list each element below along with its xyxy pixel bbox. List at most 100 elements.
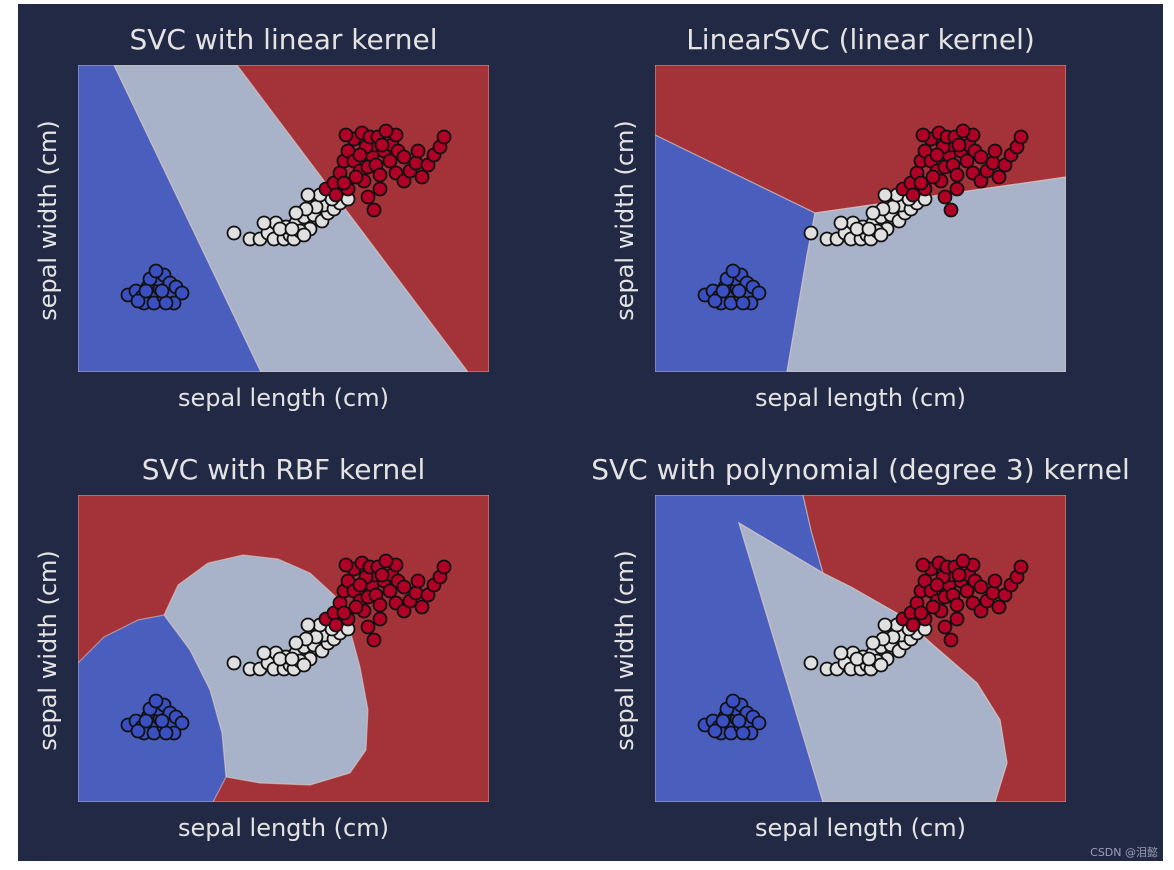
class-2-point — [955, 123, 971, 139]
class-2-point — [951, 567, 967, 583]
figure: SVC with linear kernel sepal length (cm) s… — [18, 4, 1163, 861]
class-1-point — [288, 205, 304, 221]
class-1-point — [288, 635, 304, 651]
class-1-point — [272, 221, 288, 237]
class-1-point — [865, 205, 881, 221]
class-1-point — [300, 617, 316, 633]
class-0-point — [731, 713, 747, 729]
class-2-point — [937, 189, 953, 205]
class-0-point — [174, 285, 190, 301]
class-0-point — [154, 283, 170, 299]
class-2-point — [366, 202, 382, 218]
class-2-point — [378, 553, 394, 569]
class-2-point — [949, 611, 965, 627]
watermark: CSDN @泪懿 — [1090, 846, 1158, 859]
y-axis-label: sepal width (cm) — [34, 120, 62, 321]
class-2-point — [328, 187, 344, 203]
class-2-point — [985, 585, 1001, 601]
class-2-point — [959, 583, 975, 599]
class-2-point — [929, 577, 945, 593]
class-1-point — [803, 225, 819, 241]
y-axis-label: sepal width (cm) — [611, 550, 639, 751]
class-0-point — [154, 713, 170, 729]
class-1-point — [877, 187, 893, 203]
class-1-point — [296, 657, 312, 673]
class-0-point — [735, 295, 751, 311]
x-axis-label: sepal length (cm) — [178, 384, 389, 412]
class-2-point — [973, 579, 989, 595]
class-2-point — [372, 167, 388, 183]
class-1-point — [226, 655, 242, 671]
class-2-point — [913, 175, 929, 191]
class-2-point — [336, 605, 352, 621]
subplot-title: LinearSVC (linear kernel) — [686, 23, 1035, 56]
class-2-point — [374, 567, 390, 583]
class-1-point — [272, 651, 288, 667]
class-0-point — [148, 693, 164, 709]
class-2-point — [955, 553, 971, 569]
class-0-point — [130, 723, 146, 739]
class-2-point — [905, 617, 921, 633]
class-2-point — [352, 577, 368, 593]
class-0-point — [725, 263, 741, 279]
class-2-point — [360, 189, 376, 205]
class-1-point — [873, 657, 889, 673]
class-0-point — [174, 715, 190, 731]
class-2-point — [382, 583, 398, 599]
class-2-point — [348, 599, 364, 615]
class-2-point — [408, 585, 424, 601]
class-1-point — [256, 215, 272, 231]
class-2-point — [396, 579, 412, 595]
class-1-point — [861, 651, 877, 667]
class-0-point — [138, 283, 154, 299]
class-1-point — [284, 651, 300, 667]
class-0-point — [715, 283, 731, 299]
class-2-point — [1013, 129, 1029, 145]
class-0-point — [158, 725, 174, 741]
subplots-canvas: SVC with linear kernel sepal length (cm) s… — [34, 23, 1130, 842]
x-axis-label: sepal length (cm) — [755, 814, 966, 842]
subplot-3: SVC with RBF kernel sepal length (cm) sepa… — [34, 453, 489, 842]
class-2-point — [436, 559, 452, 575]
class-2-point — [366, 632, 382, 648]
plot-area — [78, 65, 489, 372]
class-2-point — [414, 599, 430, 615]
class-1-point — [849, 651, 865, 667]
class-2-point — [929, 147, 945, 163]
x-axis-label: sepal length (cm) — [178, 814, 389, 842]
class-0-point — [725, 693, 741, 709]
class-2-point — [985, 155, 1001, 171]
class-2-point — [378, 123, 394, 139]
plot-area — [78, 495, 489, 802]
class-2-point — [410, 143, 426, 159]
class-2-point — [372, 181, 388, 197]
class-0-point — [715, 713, 731, 729]
class-1-point — [226, 225, 242, 241]
class-2-point — [925, 599, 941, 615]
x-axis-label: sepal length (cm) — [755, 384, 966, 412]
class-0-point — [130, 293, 146, 309]
class-1-point — [849, 221, 865, 237]
class-0-point — [158, 295, 174, 311]
class-2-point — [352, 147, 368, 163]
class-2-point — [436, 129, 452, 145]
class-2-point — [360, 619, 376, 635]
class-0-point — [138, 713, 154, 729]
class-2-point — [987, 573, 1003, 589]
class-1-point — [256, 645, 272, 661]
class-2-point — [396, 149, 412, 165]
class-0-point — [731, 283, 747, 299]
y-axis-label: sepal width (cm) — [611, 120, 639, 321]
class-2-point — [913, 605, 929, 621]
class-2-point — [336, 175, 352, 191]
class-2-point — [905, 187, 921, 203]
plot-area — [655, 495, 1066, 802]
subplot-1: SVC with linear kernel sepal length (cm) s… — [34, 23, 489, 412]
class-2-point — [973, 149, 989, 165]
subplot-4: SVC with polynomial (degree 3) kernel sep… — [591, 453, 1130, 842]
class-2-point — [348, 169, 364, 185]
class-2-point — [1013, 559, 1029, 575]
plot-area — [655, 65, 1066, 372]
class-0-point — [751, 285, 767, 301]
subplot-title: SVC with RBF kernel — [142, 453, 426, 486]
